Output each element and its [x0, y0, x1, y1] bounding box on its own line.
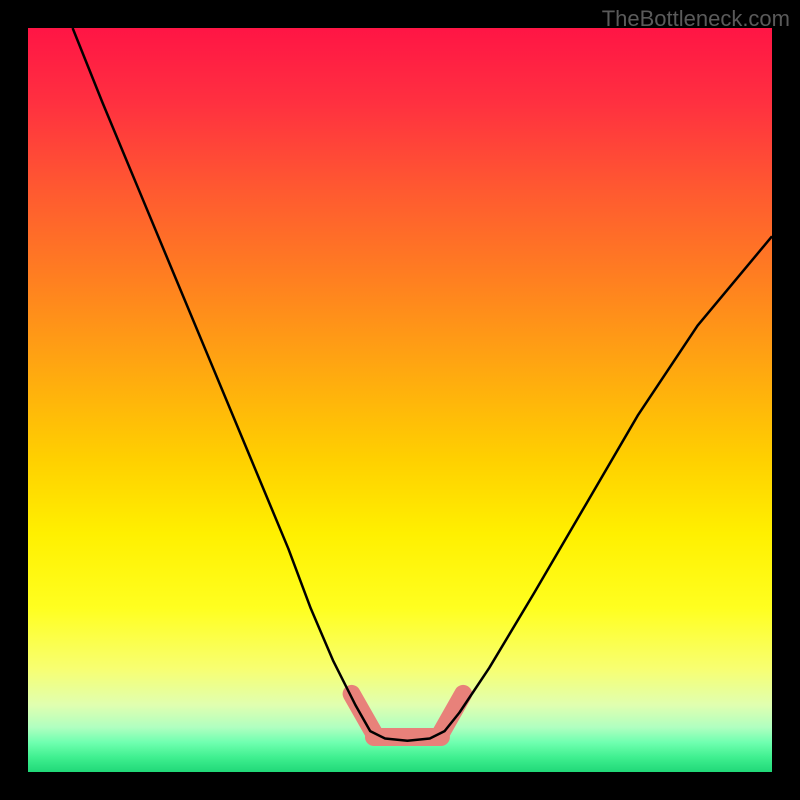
chart-overlay: [28, 28, 772, 772]
watermark-text: TheBottleneck.com: [602, 6, 790, 32]
chart-plot-area: [28, 28, 772, 772]
v-curve-line: [73, 28, 772, 741]
